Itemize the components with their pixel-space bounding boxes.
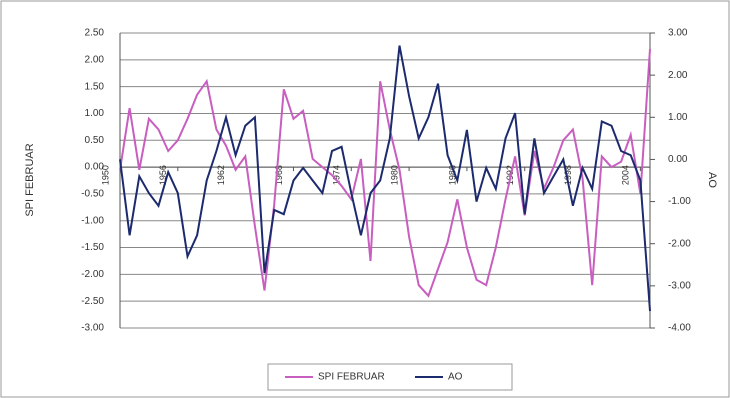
y2-tick-label: 3.00	[668, 28, 688, 39]
x-tick-label: 1968	[274, 165, 284, 185]
y-tick-label: -1.00	[81, 215, 104, 226]
y-tick-label: 1.50	[85, 81, 105, 92]
legend-label: SPI FEBRUAR	[318, 372, 385, 383]
y-tick-label: -1.50	[81, 242, 104, 253]
series-line	[119, 49, 651, 298]
y-tick-label: 1.00	[85, 108, 105, 119]
y-tick-label: -0.50	[81, 189, 104, 200]
x-tick-label: 1974	[332, 165, 342, 185]
x-tick-label: 1956	[158, 165, 168, 185]
y-tick-label: -2.00	[81, 269, 104, 280]
y2-axis-label: AO	[706, 172, 718, 188]
y-axis-label: SPI FEBRUAR	[24, 143, 36, 216]
y2-tick-label: 2.00	[668, 70, 688, 81]
y2-tick-label: -1.00	[668, 196, 691, 207]
y2-tick-label: -2.00	[668, 238, 691, 249]
y2-tick-label: 1.00	[668, 112, 688, 123]
y2-tick-label: 0.00	[668, 154, 688, 165]
y-tick-label: -3.00	[81, 323, 104, 334]
y-tick-label: 0.00	[85, 162, 105, 173]
y2-tick-label: -4.00	[668, 323, 691, 334]
x-tick-label: 1980	[389, 165, 399, 185]
x-tick-label: 1986	[447, 165, 457, 185]
x-tick-label: 1962	[216, 165, 226, 185]
legend-label: AO	[448, 372, 463, 383]
x-tick-label: 1950	[100, 165, 110, 185]
x-tick-label: 1998	[563, 165, 573, 185]
y-tick-label: -2.50	[81, 296, 104, 307]
x-tick-label: 2004	[621, 165, 631, 185]
y-tick-label: 2.00	[85, 54, 105, 65]
series-line	[119, 45, 651, 312]
y-tick-label: 0.50	[85, 135, 105, 146]
y-tick-label: 2.50	[85, 28, 105, 39]
y2-tick-label: -3.00	[668, 280, 691, 291]
